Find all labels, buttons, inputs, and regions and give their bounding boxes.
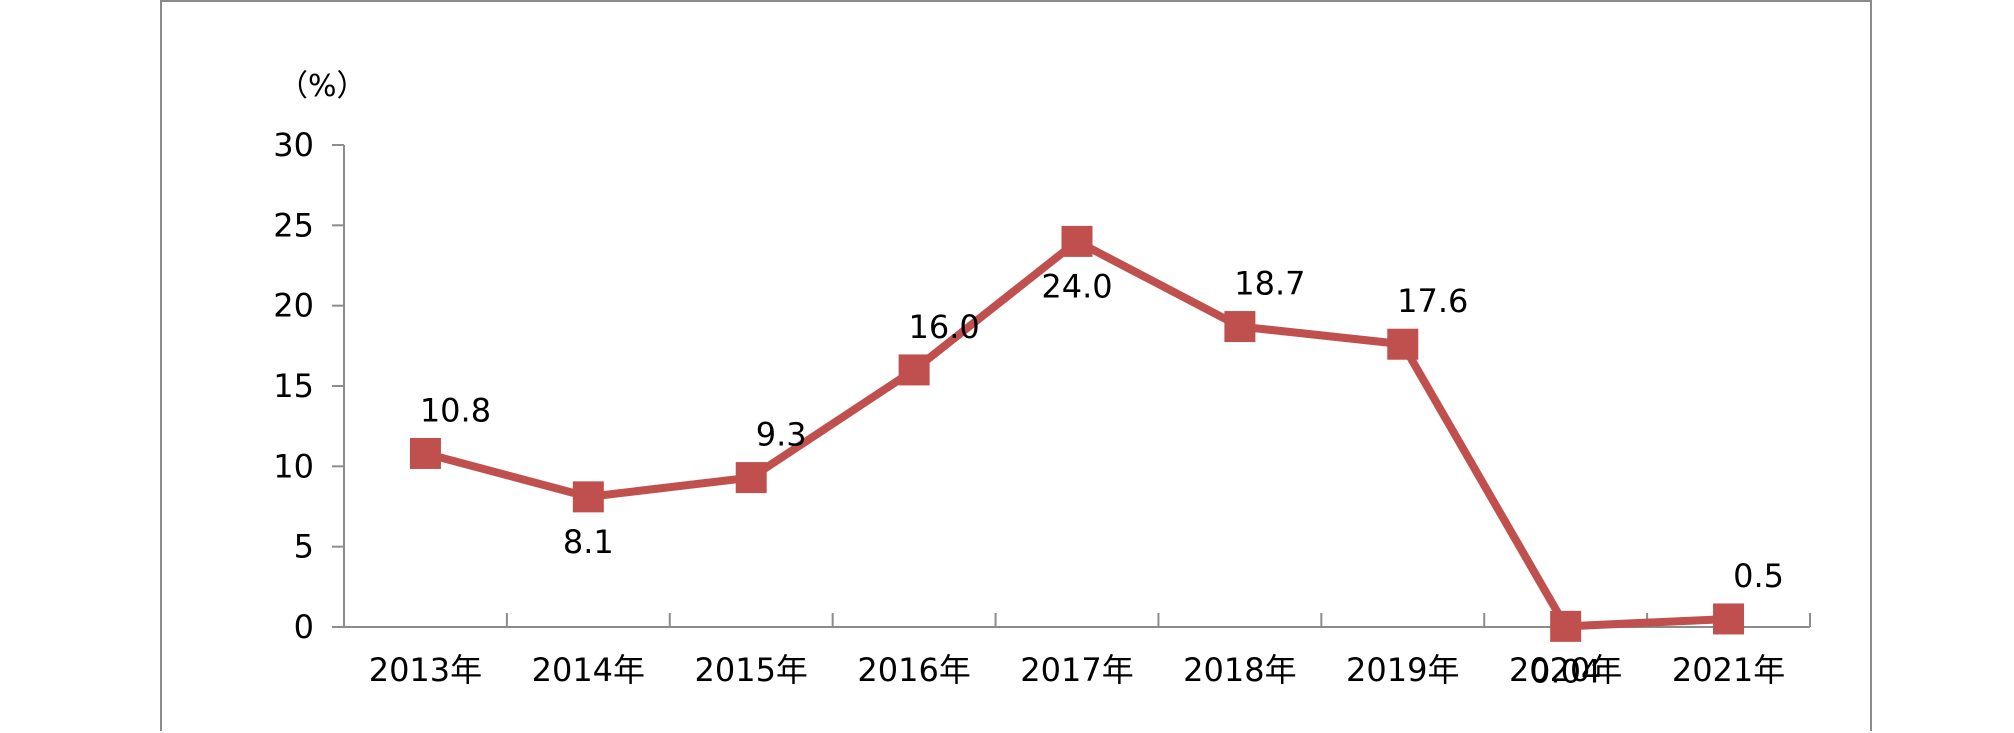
x-tick-label: 2017年 [1020, 651, 1133, 689]
data-label: 18.7 [1234, 265, 1305, 303]
data-label: 8.1 [563, 523, 614, 561]
data-point-marker [1061, 225, 1093, 257]
data-point-marker [898, 354, 930, 386]
data-point-marker [1550, 610, 1582, 642]
y-tick-label: 5 [294, 528, 314, 566]
x-tick-label: 2020年 [1509, 651, 1622, 689]
y-axis: 0 5 10 15 20 25 30 [273, 126, 345, 646]
y-axis-unit-label: （%） [278, 69, 367, 104]
x-tick-label: 2019年 [1346, 651, 1459, 689]
y-tick-label: 25 [273, 206, 314, 244]
data-label: 17.6 [1397, 282, 1468, 320]
data-label: 9.3 [756, 416, 807, 454]
data-point-marker [1713, 603, 1745, 635]
series-layer: 10.8 8.1 9.3 16.0 24.0 18.7 17.6 0.04 0.5 [409, 225, 1784, 690]
chart-frame [160, 0, 1872, 731]
data-label: 0.5 [1733, 557, 1784, 595]
data-label: 0.04 [1530, 652, 1601, 690]
data-point-marker [409, 437, 441, 469]
data-point-marker [1224, 311, 1256, 343]
data-point-marker [1387, 328, 1419, 360]
data-point-marker [735, 462, 767, 494]
y-tick-label: 0 [294, 608, 314, 646]
x-tick-label: 2021年 [1672, 651, 1785, 689]
x-tick-label: 2018年 [1183, 651, 1296, 689]
x-tick-label: 2013年 [369, 651, 482, 689]
y-tick-label: 30 [273, 126, 314, 164]
data-point-marker [572, 481, 604, 513]
data-label: 24.0 [1041, 267, 1112, 305]
data-label: 10.8 [420, 391, 491, 429]
data-label: 16.0 [908, 308, 979, 346]
y-tick-label: 10 [273, 447, 314, 485]
x-tick-label: 2014年 [532, 651, 645, 689]
x-tick-label: 2016年 [857, 651, 970, 689]
x-axis: 2013年 2014年 2015年 2016年 2017年 2018年 2019年 2020年… [344, 613, 1811, 689]
y-tick-label: 20 [273, 287, 314, 325]
x-tick-label: 2015年 [694, 651, 807, 689]
y-tick-label: 15 [273, 367, 314, 405]
